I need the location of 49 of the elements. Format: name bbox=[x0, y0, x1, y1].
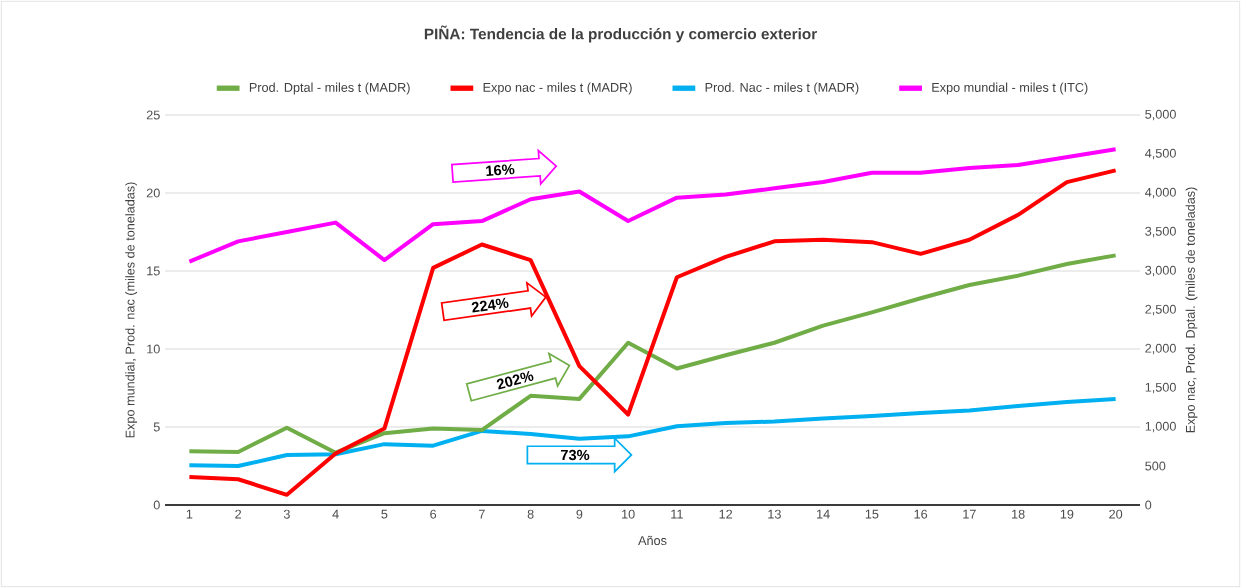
y-tick-label: 15 bbox=[147, 266, 160, 276]
x-tick-label: 5 bbox=[381, 509, 388, 519]
x-tick-label: 3 bbox=[283, 509, 290, 519]
y2-tick-label: 1,500 bbox=[1145, 382, 1176, 394]
x-tick-label: 8 bbox=[527, 509, 534, 519]
y2-tick-label: 3,000 bbox=[1145, 265, 1176, 277]
x-tick-label: 15 bbox=[865, 509, 879, 519]
y2-axis-title: Expo nac, Prod. Dptal. (miles de toneladas) bbox=[1185, 187, 1198, 433]
x-tick-label: 4 bbox=[332, 509, 339, 519]
legend-label: Prod. Dptal - miles t (MADR) bbox=[249, 82, 410, 95]
annotation: 16% bbox=[486, 164, 515, 176]
y2-tick-label: 0 bbox=[1145, 500, 1152, 510]
x-tick-label: 12 bbox=[719, 509, 733, 519]
x-tick-label: 7 bbox=[479, 509, 485, 519]
legend-label: Expo nac - miles t (MADR) bbox=[483, 82, 632, 95]
annotation: 224% bbox=[471, 297, 509, 313]
x-tick-label: 18 bbox=[1012, 509, 1025, 519]
y2-tick-label: 2,000 bbox=[1145, 343, 1176, 355]
y-tick-label: 0 bbox=[153, 500, 160, 510]
x-tick-label: 2 bbox=[235, 509, 242, 519]
x-tick-label: 10 bbox=[622, 509, 635, 519]
y2-tick-label: 500 bbox=[1145, 461, 1166, 471]
annotation: 73% bbox=[560, 449, 590, 461]
y2-tick-label: 4,500 bbox=[1145, 148, 1176, 160]
y2-tick-label: 1,000 bbox=[1145, 421, 1176, 433]
y2-tick-label: 4,000 bbox=[1145, 187, 1176, 199]
y-tick-label: 20 bbox=[146, 188, 160, 198]
x-tick-label: 9 bbox=[576, 509, 583, 519]
y2-tick-label: 2,500 bbox=[1145, 304, 1176, 316]
x-axis-title: Años bbox=[638, 535, 667, 546]
annotation: 202% bbox=[496, 370, 534, 390]
x-tick-label: 17 bbox=[963, 509, 976, 519]
y-tick-label: 5 bbox=[153, 422, 160, 432]
chart-title: PIÑA: Tendencia de la producción y comercio exterior bbox=[424, 25, 817, 43]
x-tick-label: 20 bbox=[1109, 509, 1123, 519]
x-tick-label: 19 bbox=[1060, 509, 1074, 519]
y2-tick-label: 5,000 bbox=[1145, 109, 1176, 121]
y-axis-title: Expo mundial, Prod. nac (miles de toneladas) bbox=[125, 182, 138, 438]
y2-tick-label: 3,500 bbox=[1145, 226, 1176, 238]
x-tick-label: 13 bbox=[768, 509, 781, 519]
x-tick-label: 1 bbox=[186, 509, 193, 519]
y-tick-label: 25 bbox=[146, 110, 160, 120]
x-tick-label: 14 bbox=[817, 509, 830, 519]
legend-label: Prod. Nac - miles t (MADR) bbox=[705, 82, 859, 95]
x-tick-label: 16 bbox=[914, 509, 928, 519]
y-tick-label: 10 bbox=[147, 344, 160, 354]
x-tick-label: 6 bbox=[430, 509, 437, 519]
legend-label: Expo mundial - miles t (ITC) bbox=[932, 82, 1088, 95]
x-tick-label: 11 bbox=[671, 509, 683, 519]
